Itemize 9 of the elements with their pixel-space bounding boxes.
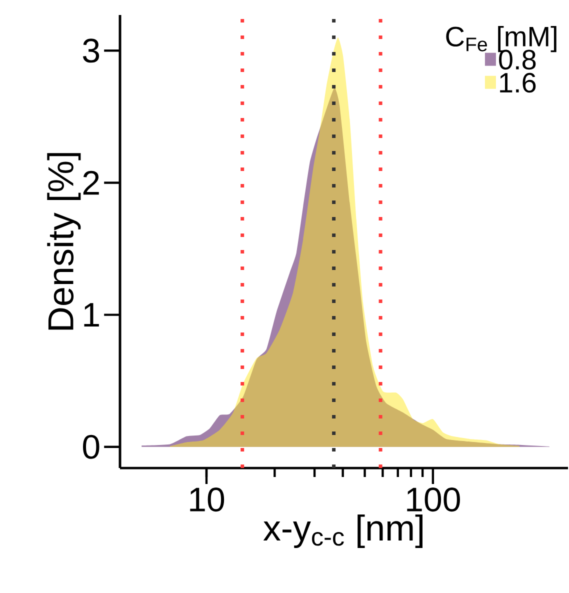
legend-label: 1.6 xyxy=(500,72,536,93)
y-tick-label: 3 xyxy=(82,38,100,63)
x-axis-title: x-y$_{c-c}$ [nm] xyxy=(263,514,422,548)
y-tick-label: 1 xyxy=(84,303,99,326)
y-tick-label: 2 xyxy=(83,170,99,195)
y-tick-label: 0 xyxy=(83,434,100,459)
x-tick-label: 10 xyxy=(190,488,224,512)
x-tick-label: 100 xyxy=(407,488,460,512)
y-axis-title: Density [%] xyxy=(47,153,81,330)
